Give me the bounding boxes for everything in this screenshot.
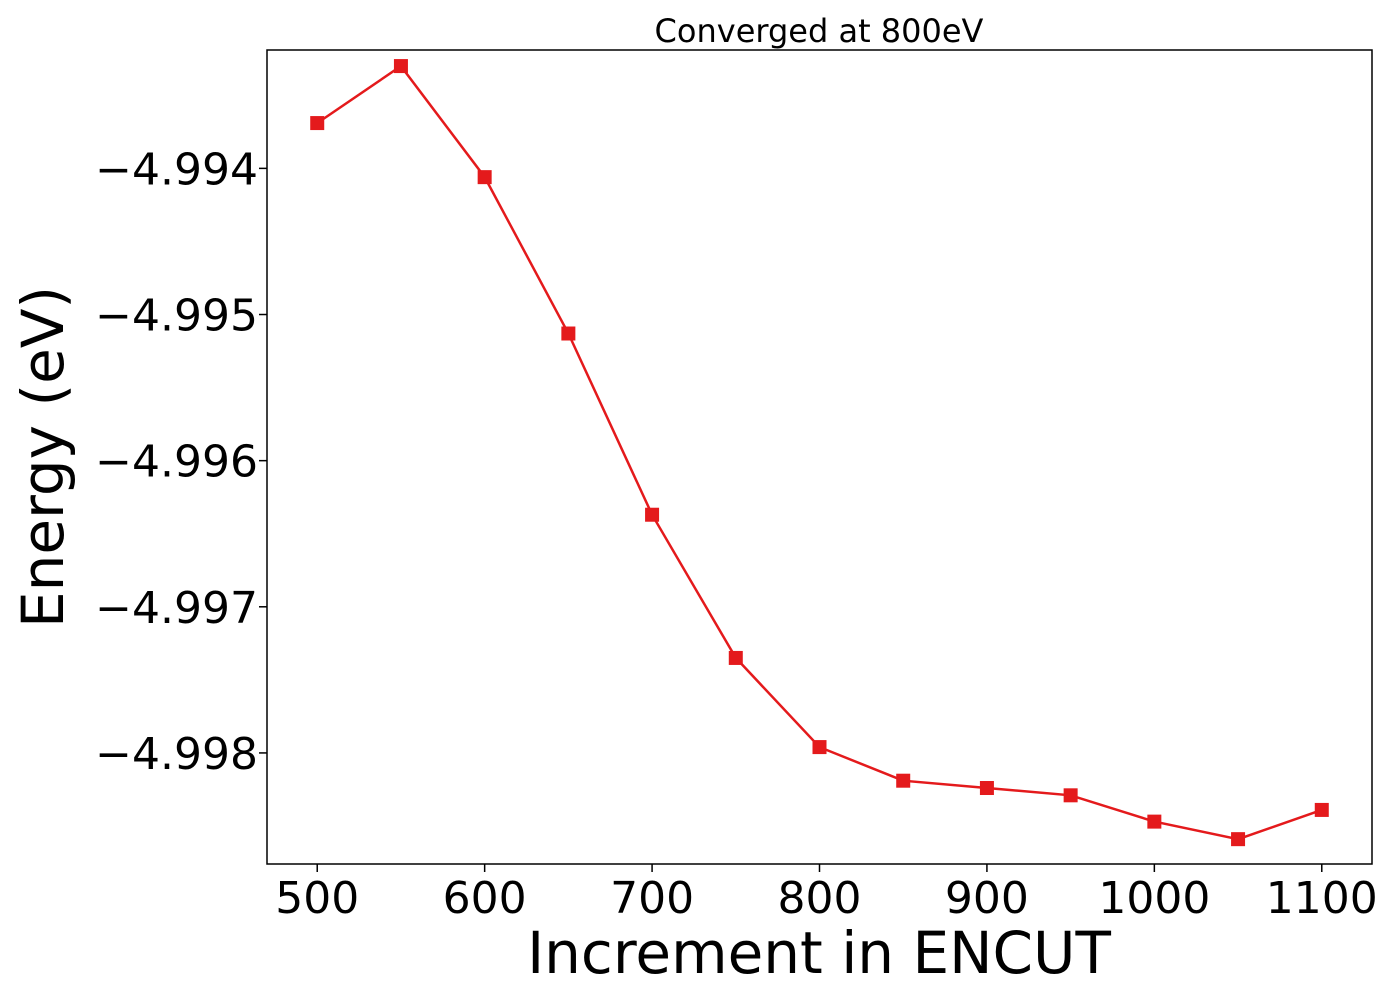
y-tick-label: −4.998 (95, 729, 258, 780)
plot-area (266, 49, 1373, 865)
data-point-marker (728, 650, 743, 665)
x-tick-label: 900 (945, 873, 1029, 924)
y-axis-ticks: −4.994 −4.995 −4.996 −4.997 −4.998 (95, 144, 267, 780)
x-tick-label: 1100 (1266, 873, 1378, 924)
y-tick-label: −4.997 (95, 583, 258, 634)
y-tick-label: −4.996 (95, 437, 258, 488)
y-tick-label: −4.995 (95, 291, 258, 342)
y-tick-label: −4.994 (95, 144, 258, 195)
data-point-marker (1147, 814, 1162, 829)
x-tick-label: 800 (778, 873, 862, 924)
chart-title: Converged at 800eV (655, 12, 984, 50)
data-point-marker (393, 59, 408, 74)
data-point-marker (477, 170, 492, 185)
x-axis-ticks: 500 600 700 800 900 1000 1100 (275, 864, 1378, 924)
data-point-marker (1063, 788, 1078, 803)
x-tick-label: 600 (443, 873, 527, 924)
x-axis-label: Increment in ENCUT (527, 919, 1111, 987)
series-layer (310, 59, 1329, 847)
data-point-marker (310, 116, 325, 131)
x-tick-label: 500 (275, 873, 359, 924)
x-tick-label: 1000 (1098, 873, 1210, 924)
data-point-marker (1231, 832, 1246, 847)
data-point-marker (896, 773, 911, 788)
data-point-marker (561, 326, 576, 341)
data-point-marker (812, 740, 827, 755)
x-tick-label: 700 (610, 873, 694, 924)
data-point-marker (1314, 802, 1329, 817)
data-point-marker (979, 781, 994, 796)
y-axis-label: Energy (eV) (9, 286, 77, 628)
data-point-marker (645, 507, 660, 522)
